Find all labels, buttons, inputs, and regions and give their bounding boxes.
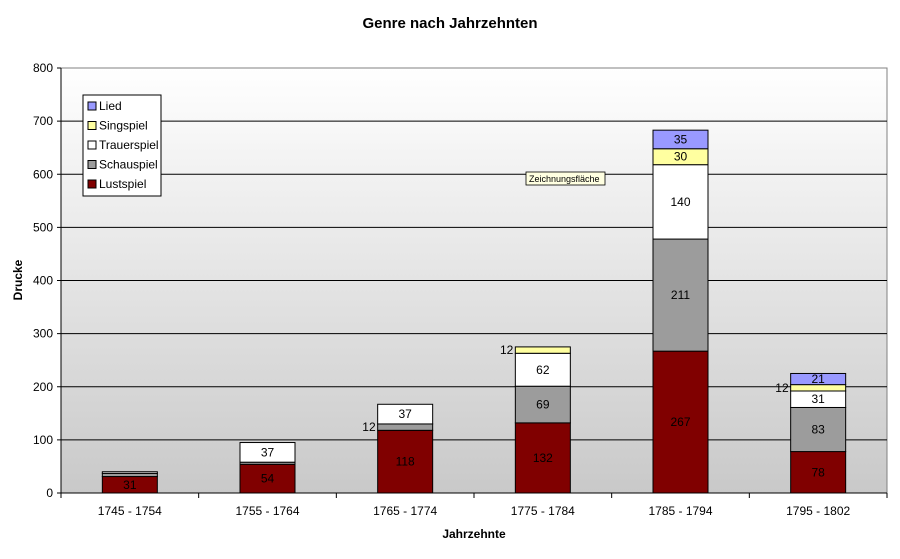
x-axis-ticks: 1745 - 1754 1755 - 1764 1765 - 1774 1775 - …	[60, 493, 888, 518]
x-axis-title: Jahrzehnte	[442, 527, 506, 541]
data-label: 31	[123, 478, 137, 492]
y-tick-label: 100	[33, 433, 53, 447]
data-label: 267	[670, 415, 690, 429]
y-tick-label: 800	[33, 61, 53, 75]
legend-swatch-schauspiel	[87, 160, 97, 169]
data-label: 35	[674, 132, 688, 146]
tooltip-box	[525, 171, 606, 186]
y-tick-label: 600	[33, 167, 53, 181]
x-tick-label: 1775 - 1784	[511, 504, 575, 518]
y-axis-title: Drucke	[11, 259, 25, 300]
bar-segment-lustspiel	[514, 422, 571, 494]
data-label: 78	[811, 465, 825, 479]
bars	[101, 129, 847, 494]
bar-segment-lied	[652, 129, 709, 150]
bar-segment-lied	[790, 372, 847, 386]
data-label: 118	[396, 455, 415, 469]
bar-segment-trauerspiel	[377, 403, 434, 425]
y-tick-label: 300	[33, 327, 53, 341]
data-label: 21	[811, 372, 825, 386]
legend-swatch-singspiel	[87, 121, 97, 130]
x-tick-label: 1755 - 1764	[235, 504, 299, 518]
chart-title: Genre nach Jahrzehnten	[362, 15, 537, 32]
data-labels: 31 54 37 118 37 132 69 62 267 211 140 30 35 78 83 31 21 1…	[123, 132, 825, 491]
y-tick-label: 400	[33, 274, 53, 288]
bar-segment-trauerspiel	[101, 471, 158, 474]
y-tick-label: 0	[46, 486, 53, 500]
bar-segment-schauspiel	[377, 423, 434, 431]
data-label: 140	[670, 195, 690, 209]
legend-items: Lied Singspiel Trauerspiel Schauspiel Lustsp…	[87, 99, 159, 191]
data-label: 69	[536, 398, 550, 412]
tooltip-text: Zeichnungsfläche	[529, 174, 600, 184]
legend-label-singspiel: Singspiel	[99, 119, 148, 133]
legend-label-lustspiel: Lustspiel	[99, 177, 146, 191]
legend-label-schauspiel: Schauspiel	[99, 158, 158, 172]
legend-swatch-lied	[87, 101, 97, 111]
bar-segment-singspiel	[514, 346, 571, 354]
x-tick-label: 1745 - 1754	[98, 504, 162, 518]
y-tick-label: 500	[33, 220, 53, 234]
data-label-outside: 12	[362, 420, 376, 434]
data-label-outside: 12	[775, 381, 789, 395]
y-tick-label: 700	[33, 114, 53, 128]
x-tick-label: 1785 - 1794	[648, 504, 712, 518]
data-label: 37	[261, 445, 275, 459]
data-label-outside: 12	[500, 343, 514, 357]
x-tick-label: 1765 - 1774	[373, 504, 437, 518]
y-axis-ticks: 0 100 200 300 400 500 600 700 800	[33, 61, 61, 500]
data-label: 62	[536, 363, 550, 377]
legend-label-lied: Lied	[99, 99, 122, 113]
data-label: 37	[398, 407, 412, 421]
data-label: 54	[261, 472, 275, 486]
x-tick-label: 1795 - 1802	[786, 504, 850, 518]
bar-segment-trauerspiel	[239, 442, 296, 463]
legend: Lied Singspiel Trauerspiel Schauspiel Lustsp…	[82, 94, 162, 197]
bar-segment-lustspiel	[790, 451, 847, 494]
legend-swatch-trauerspiel	[87, 140, 97, 150]
gridlines	[61, 120, 887, 441]
data-label: 31	[811, 392, 825, 406]
data-label: 211	[671, 288, 690, 302]
bar-segment-schauspiel	[514, 385, 571, 424]
legend-swatch-lustspiel	[87, 179, 97, 189]
legend-label-trauerspiel: Trauerspiel	[99, 138, 159, 152]
data-label: 132	[533, 451, 553, 465]
bar-segment-trauerspiel	[652, 164, 709, 240]
plot-area-tooltip: Zeichnungsfläche	[525, 171, 606, 186]
data-label: 83	[811, 423, 825, 437]
y-tick-label: 200	[33, 380, 53, 394]
data-label: 30	[674, 150, 688, 164]
